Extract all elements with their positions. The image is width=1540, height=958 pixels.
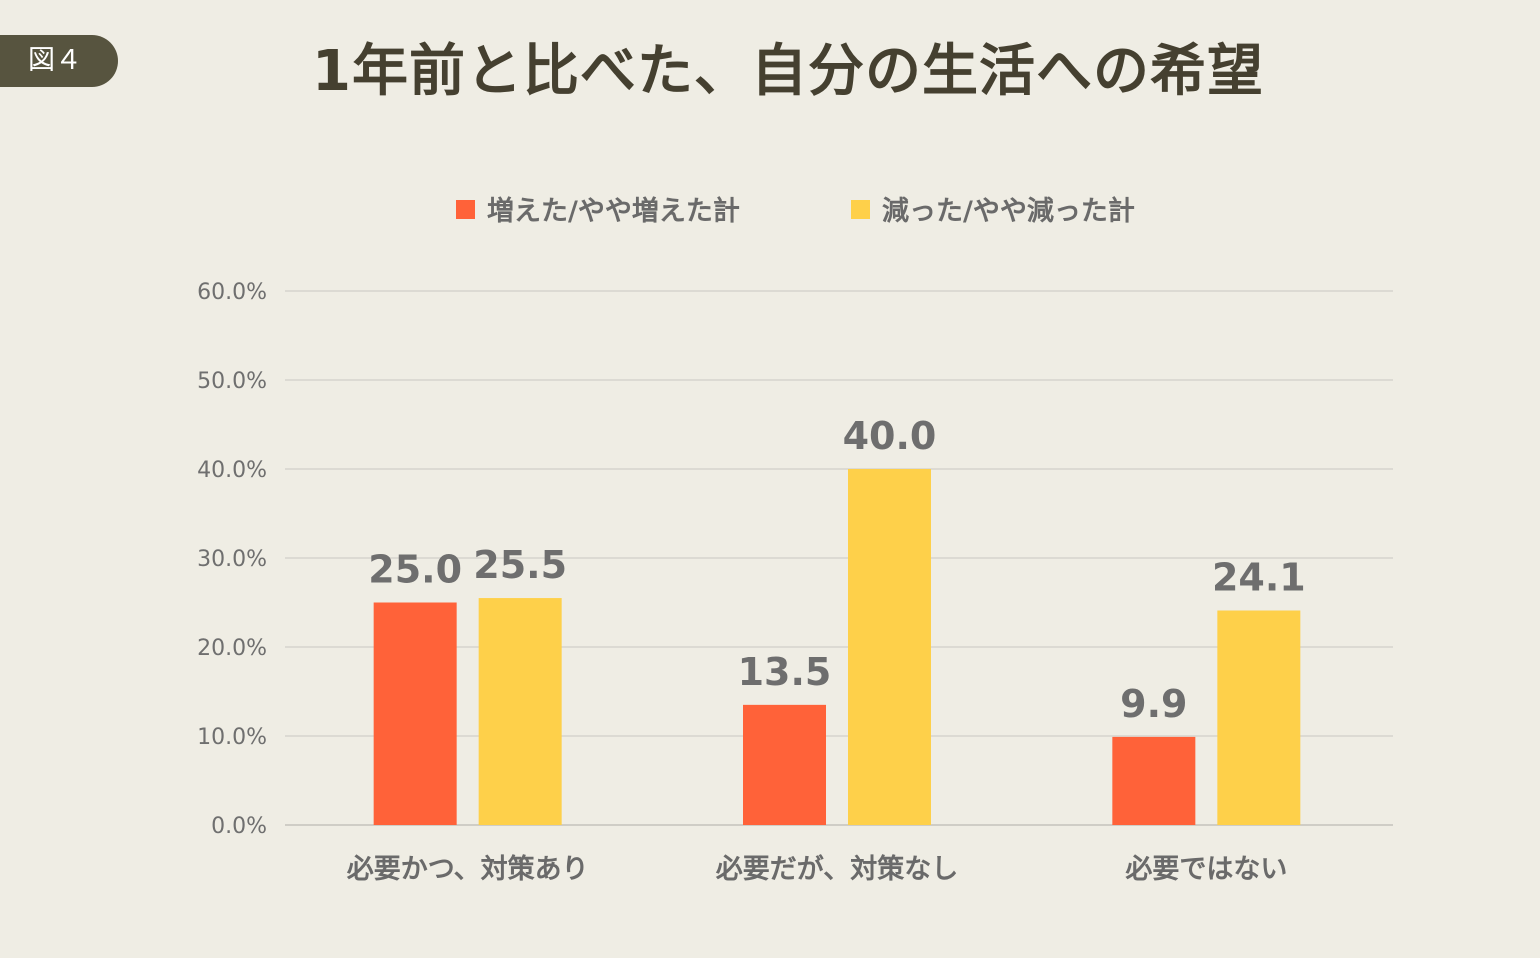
bar-increase xyxy=(1112,736,1196,825)
bar-decrease xyxy=(478,598,562,825)
bar-decrease xyxy=(848,469,931,825)
legend-swatch-decrease xyxy=(851,200,870,219)
data-label: 25.5 xyxy=(473,543,567,587)
bar-increase xyxy=(743,704,826,825)
data-label: 40.0 xyxy=(843,414,937,458)
y-tick-label: 50.0% xyxy=(197,369,267,394)
x-tick-label: 必要ではない xyxy=(1125,854,1287,885)
bar-increase xyxy=(373,602,457,825)
x-tick-label: 必要かつ、対策あり xyxy=(347,853,589,885)
legend-swatch-increase xyxy=(456,200,475,219)
figure-badge: 図４ xyxy=(0,35,118,87)
y-tick-label: 10.0% xyxy=(197,725,267,750)
y-tick-label: 40.0% xyxy=(197,458,267,483)
y-tick-label: 20.0% xyxy=(197,636,267,661)
y-tick-label: 60.0% xyxy=(197,280,267,305)
chart-title: 1年前と比べた、自分の生活への希望 xyxy=(312,39,1264,104)
y-tick-label: 30.0% xyxy=(197,547,267,572)
legend-label: 減った/やや減った計 xyxy=(882,195,1135,227)
data-label: 25.0 xyxy=(368,548,462,592)
data-label: 24.1 xyxy=(1212,556,1306,600)
x-tick-label: 必要だが、対策なし xyxy=(716,853,958,885)
legend-label: 増えた/やや増えた計 xyxy=(487,195,740,227)
y-tick-label: 0.0% xyxy=(211,814,267,839)
bar-decrease xyxy=(1217,610,1301,825)
data-label: 9.9 xyxy=(1120,682,1187,726)
data-label: 13.5 xyxy=(738,650,832,694)
